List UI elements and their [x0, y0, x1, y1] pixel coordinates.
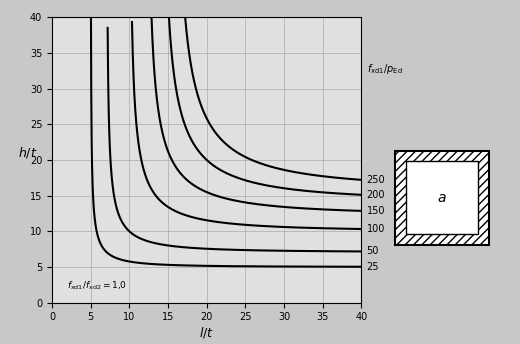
Text: 250: 250	[367, 175, 385, 185]
Text: 50: 50	[367, 246, 379, 257]
Bar	[406, 161, 478, 234]
Y-axis label: $h / t$: $h / t$	[18, 145, 37, 160]
X-axis label: $l / t$: $l / t$	[199, 325, 214, 340]
Text: a: a	[438, 191, 446, 205]
Text: 150: 150	[367, 206, 385, 216]
Text: $f_{\mathrm{xd1}} / f_{\mathrm{xd2}} = 1{,}0$: $f_{\mathrm{xd1}} / f_{\mathrm{xd2}} = 1…	[68, 280, 127, 292]
Text: 200: 200	[367, 190, 385, 200]
Text: 100: 100	[367, 224, 385, 234]
Text: $f_{\mathrm{xd1}}/p_{\mathrm{Ed}}$: $f_{\mathrm{xd1}}/p_{\mathrm{Ed}}$	[367, 62, 402, 76]
Bar	[406, 161, 478, 234]
Text: 25: 25	[367, 262, 379, 272]
